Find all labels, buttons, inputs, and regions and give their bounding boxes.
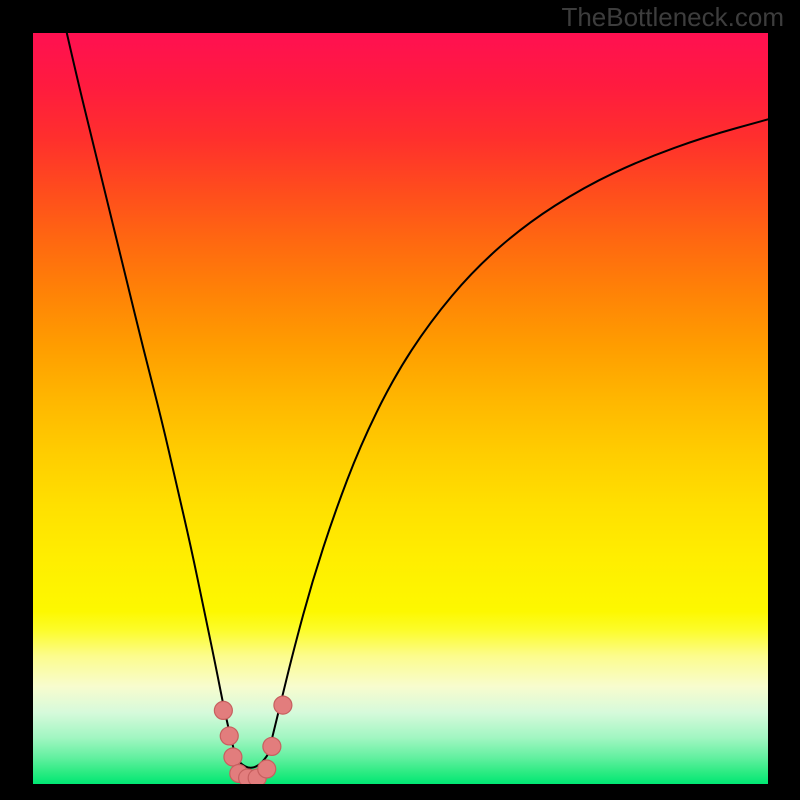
data-marker (220, 727, 238, 745)
data-marker (263, 737, 281, 755)
data-marker (258, 760, 276, 778)
plot-background (33, 33, 768, 784)
watermark-text: TheBottleneck.com (561, 2, 784, 33)
data-marker (214, 701, 232, 719)
chart-stage: TheBottleneck.com (0, 0, 800, 800)
bottleneck-chart-svg (0, 0, 800, 800)
data-marker (224, 748, 242, 766)
data-marker (274, 696, 292, 714)
